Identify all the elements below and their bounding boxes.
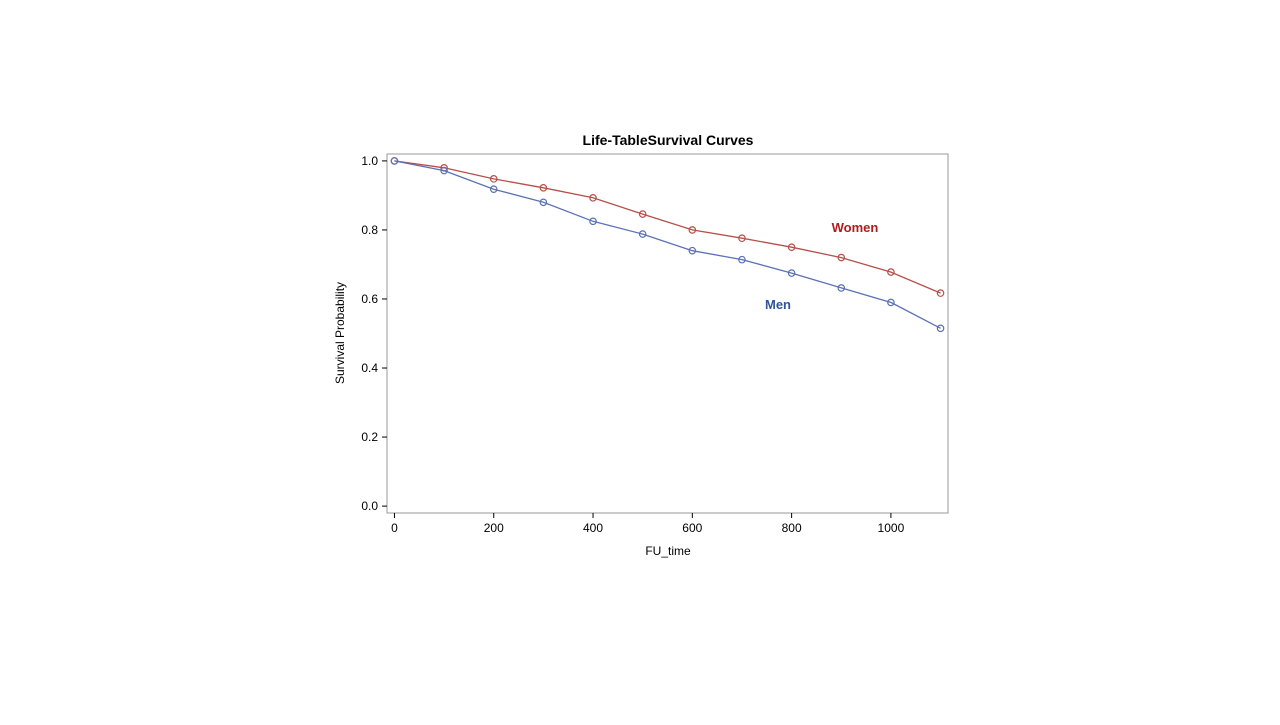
data-point-men [688, 246, 697, 255]
data-point-women [589, 194, 597, 202]
series-line-women [394, 160, 941, 294]
data-point-women [787, 243, 796, 252]
x-tick-label: 600 [682, 521, 702, 535]
chart-title: Life-TableSurvival Curves [583, 132, 754, 148]
y-tick-label: 1.0 [361, 154, 378, 168]
data-point-women [738, 234, 746, 243]
y-axis: 0.0 0.2 0.4 0.6 0.8 1.0 [361, 154, 387, 513]
data-point-women [688, 226, 697, 234]
x-axis-label: FU_time [645, 544, 691, 558]
data-point-men [837, 284, 846, 292]
series-label-men: Men [765, 297, 791, 312]
data-point-women [638, 210, 647, 218]
x-tick-label: 800 [782, 521, 802, 535]
data-point-women [489, 175, 498, 183]
y-tick-label: 0.4 [361, 361, 378, 375]
data-point-men [887, 298, 895, 307]
data-point-men [936, 324, 945, 333]
data-point-men [489, 185, 498, 194]
data-point-women [837, 253, 846, 262]
data-point-women [887, 268, 895, 276]
data-point-men [589, 217, 597, 226]
series-line-men [394, 160, 941, 329]
data-point-men [787, 269, 796, 277]
plot-frame [386, 153, 949, 514]
series-layer [390, 157, 945, 333]
data-point-men [390, 157, 399, 165]
data-point-men [440, 166, 448, 175]
series-label-women: Women [832, 220, 879, 235]
y-tick-label: 0.2 [361, 430, 378, 444]
x-tick-label: 0 [391, 521, 398, 535]
y-tick-label: 0.8 [361, 223, 378, 237]
data-point-women [936, 289, 945, 297]
series-men [390, 157, 945, 333]
data-point-women [539, 184, 548, 192]
data-point-men [638, 230, 647, 238]
y-axis-label: Survival Probability [333, 282, 347, 384]
x-tick-label: 400 [583, 521, 603, 535]
y-tick-label: 0.6 [361, 292, 378, 306]
x-tick-label: 200 [484, 521, 504, 535]
y-tick-label: 0.0 [361, 499, 378, 513]
data-point-men [539, 198, 548, 207]
x-tick-label: 1000 [878, 521, 905, 535]
data-point-men [738, 255, 746, 264]
x-axis: 0 200 400 600 800 1000 [391, 513, 905, 535]
